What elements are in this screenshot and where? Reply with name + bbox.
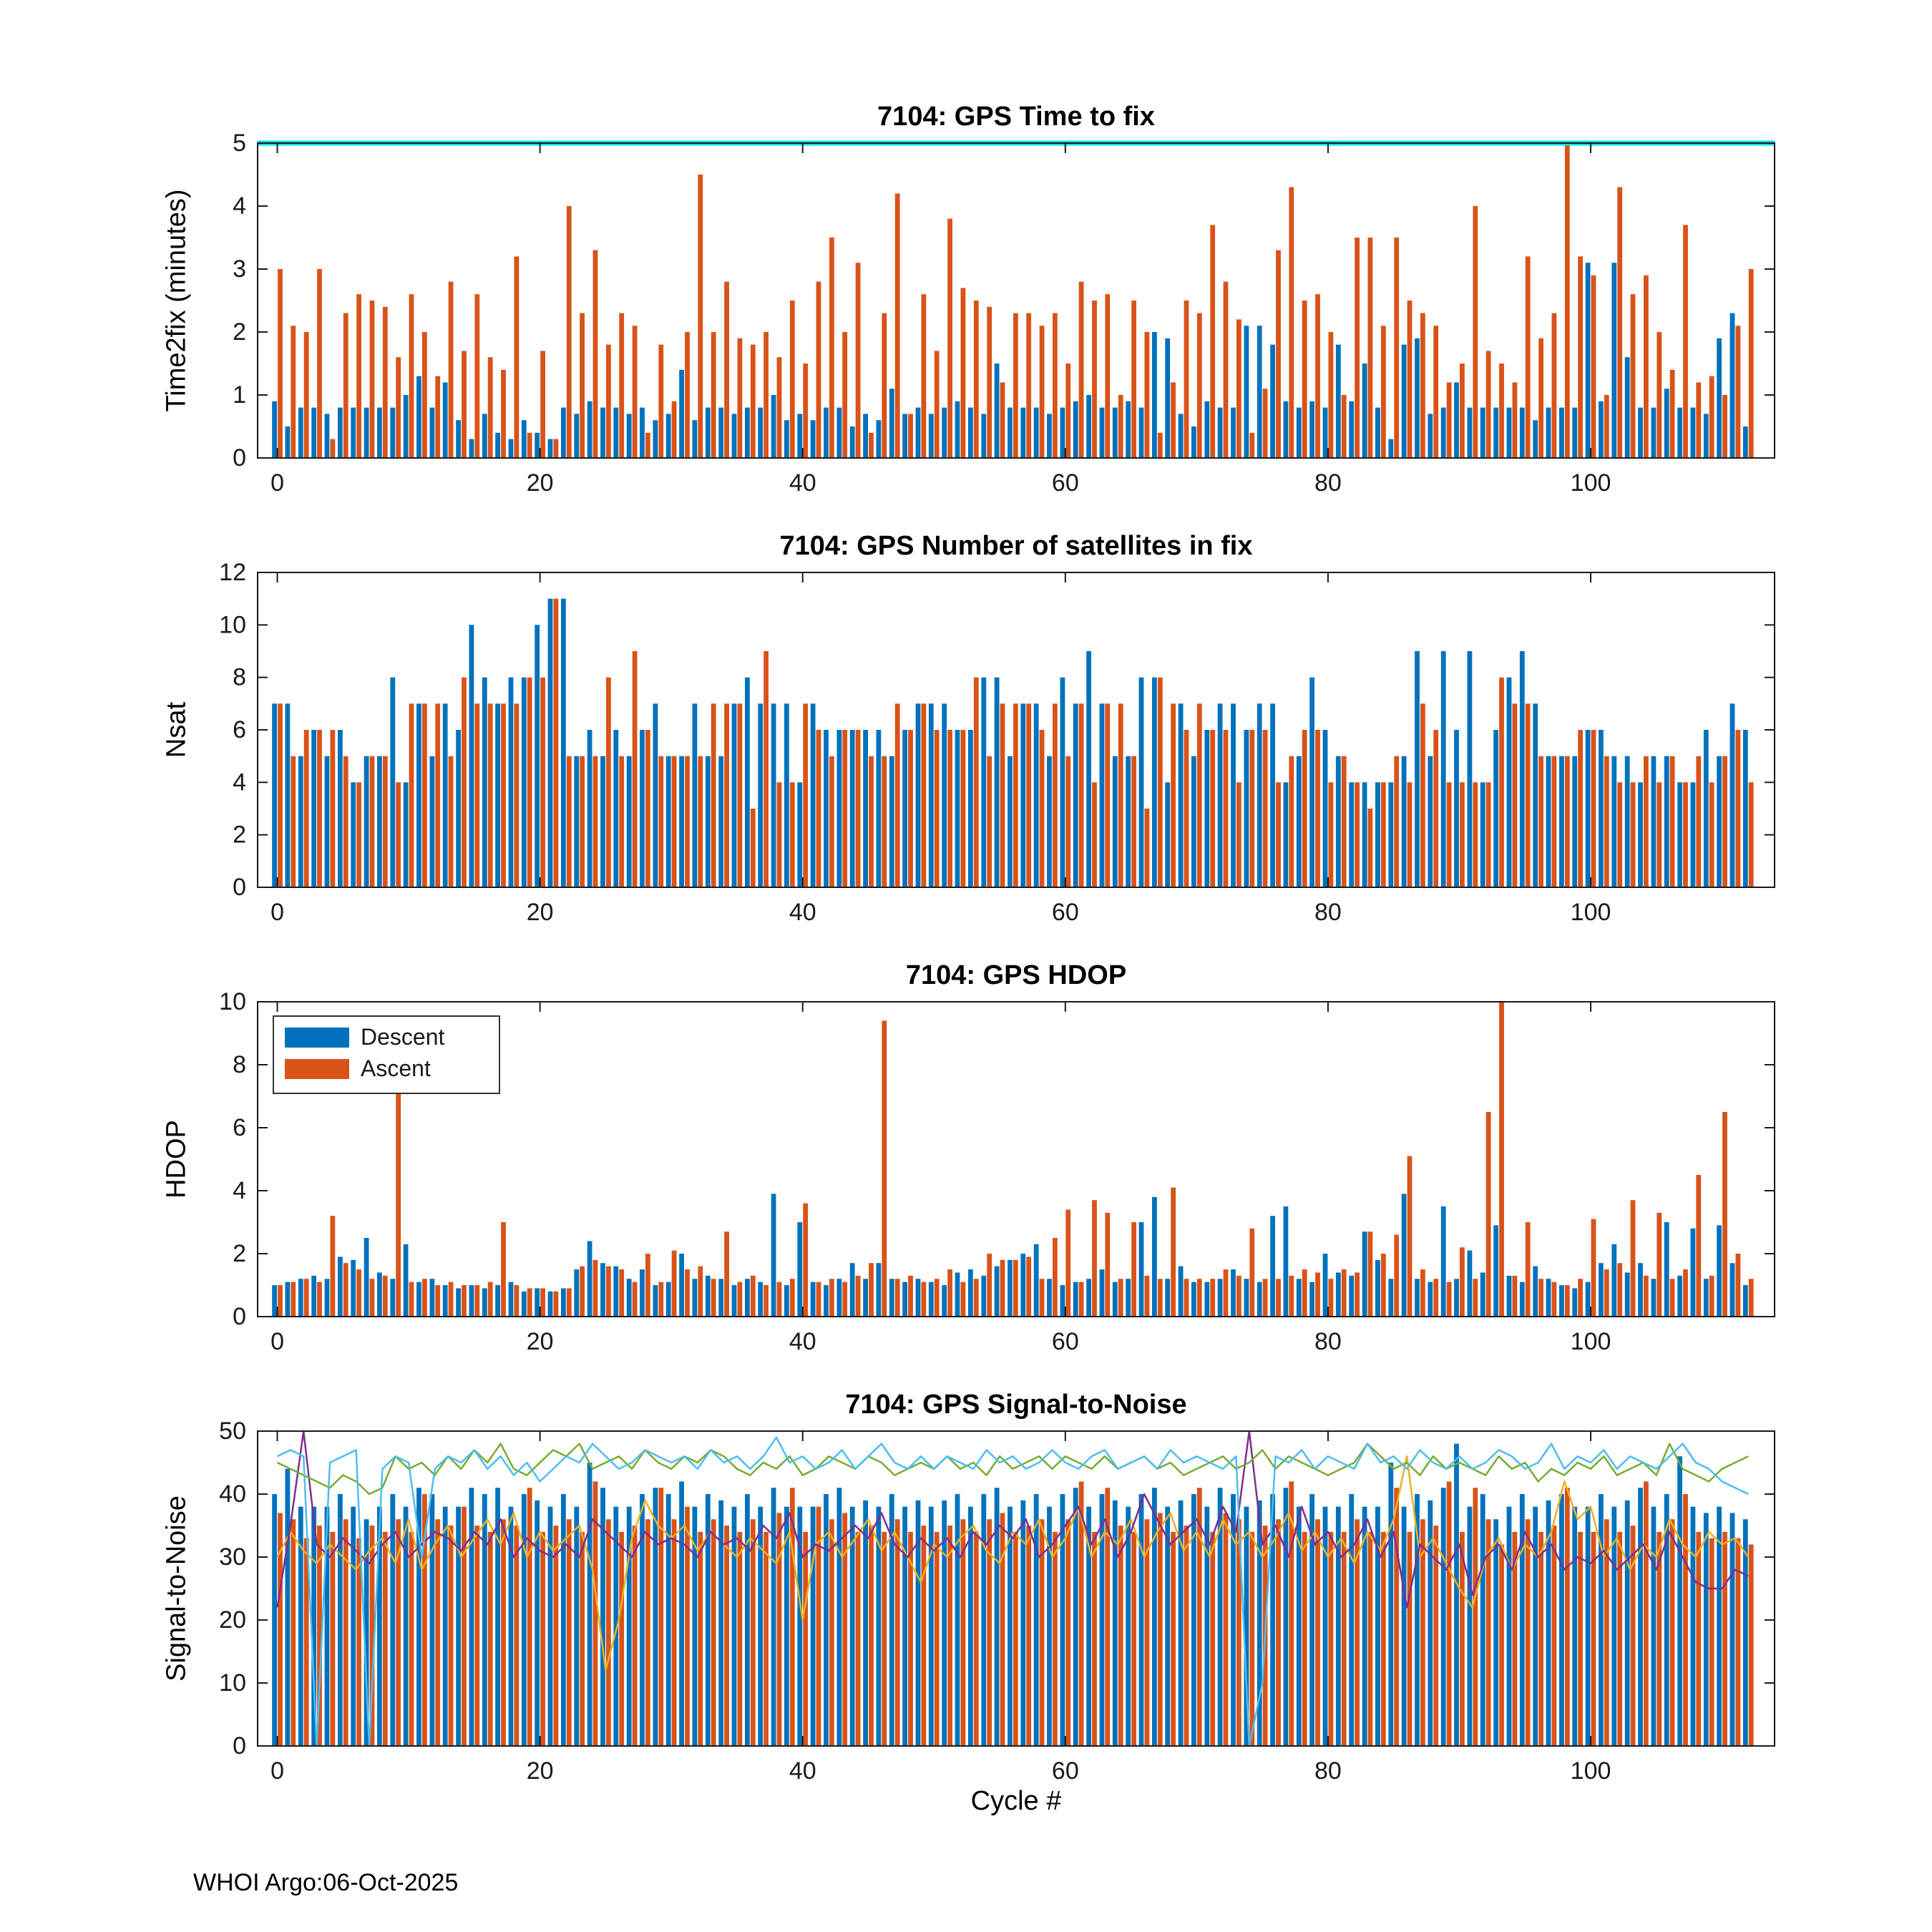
x-tick-label: 60 [1052, 1328, 1079, 1355]
y-tick-label: 30 [219, 1543, 246, 1571]
y-tick-label: 6 [233, 1114, 246, 1141]
y-tick-label: 40 [219, 1480, 246, 1508]
y-tick-label: 0 [233, 1732, 246, 1760]
y-tick-label: 2 [233, 318, 246, 346]
y-tick-label: 0 [233, 444, 246, 472]
gps-time-to-fix-plot: 0 20 40 60 80 100 0 1 2 3 4 5 [233, 130, 1775, 497]
x-tick-label: 20 [527, 1757, 554, 1785]
x-tick-label: 0 [270, 899, 284, 926]
y-tick-label: 8 [233, 1051, 246, 1078]
snr-line-skyblue [276, 1436, 1749, 1747]
y-tick-label: 1 [233, 381, 246, 409]
y-tick-label: 2 [233, 821, 246, 849]
x-tick-label: 0 [270, 1757, 284, 1785]
gps-hdop-plot: 0 20 40 60 80 100 0 2 4 6 8 10 Descent Ascent [219, 988, 1775, 1355]
snr-line-purple [276, 1430, 1749, 1609]
y-tick-label: 4 [233, 192, 246, 220]
x-tick-label: 0 [270, 469, 284, 497]
y-tick-label: 4 [233, 769, 246, 796]
chart-title-time-to-fix: 7104: GPS Time to fix [877, 102, 1155, 132]
chart-title-nsat: 7104: GPS Number of satellites in fix [779, 531, 1253, 561]
x-tick-label: 40 [789, 899, 816, 926]
x-tick-label: 40 [789, 1328, 816, 1355]
snr-line-yellow [276, 1455, 1750, 1672]
y-tick-label: 0 [233, 874, 246, 901]
legend-label: Descent [361, 1024, 445, 1050]
y-tick-label: 50 [219, 1418, 246, 1445]
x-tick-label: 100 [1571, 1328, 1611, 1355]
x-tick-label: 100 [1571, 899, 1611, 926]
legend-swatch [285, 1028, 349, 1048]
y-tick-label: 10 [219, 1669, 246, 1697]
gps-snr-plot: 0 20 40 60 80 100 0 10 20 30 40 50 [219, 1418, 1775, 1785]
x-tick-label: 100 [1571, 1757, 1611, 1785]
xlabel-cycle: Cycle # [970, 1786, 1062, 1816]
x-tick-label: 60 [1052, 469, 1079, 497]
legend-swatch [285, 1059, 349, 1079]
x-tick-label: 80 [1314, 1328, 1342, 1355]
snr-line-green [276, 1443, 1749, 1496]
y-tick-label: 12 [219, 559, 246, 586]
y-tick-label: 0 [233, 1303, 246, 1330]
y-tick-label: 10 [219, 988, 246, 1015]
gps-nsat-plot: 0 20 40 60 80 100 0 2 4 6 8 10 12 [219, 559, 1775, 926]
y-tick-label: 2 [233, 1240, 246, 1267]
chart-title-snr: 7104: GPS Signal-to-Noise [845, 1390, 1187, 1420]
x-tick-label: 60 [1052, 1757, 1079, 1785]
x-tick-label: 80 [1314, 469, 1342, 497]
x-tick-label: 100 [1571, 469, 1611, 497]
y-tick-label: 20 [219, 1606, 246, 1634]
y-tick-label: 5 [233, 130, 246, 157]
footer-stamp: WHOI Argo:06-Oct-2025 [193, 1869, 459, 1896]
x-tick-label: 80 [1314, 899, 1342, 926]
legend-label: Ascent [361, 1055, 431, 1081]
x-tick-label: 0 [270, 1328, 284, 1355]
y-tick-label: 10 [219, 611, 246, 638]
chart-title-hdop: 7104: GPS HDOP [905, 960, 1127, 990]
x-tick-label: 80 [1314, 1757, 1342, 1785]
x-tick-label: 20 [527, 899, 554, 926]
x-tick-label: 20 [527, 1328, 554, 1355]
y-tick-label: 3 [233, 255, 246, 283]
x-tick-label: 40 [789, 1757, 816, 1785]
x-tick-label: 20 [527, 469, 554, 497]
x-tick-label: 40 [789, 469, 816, 497]
y-tick-label: 6 [233, 716, 246, 743]
y-tick-label: 8 [233, 664, 246, 691]
x-tick-label: 60 [1052, 899, 1079, 926]
y-tick-label: 4 [233, 1177, 246, 1204]
